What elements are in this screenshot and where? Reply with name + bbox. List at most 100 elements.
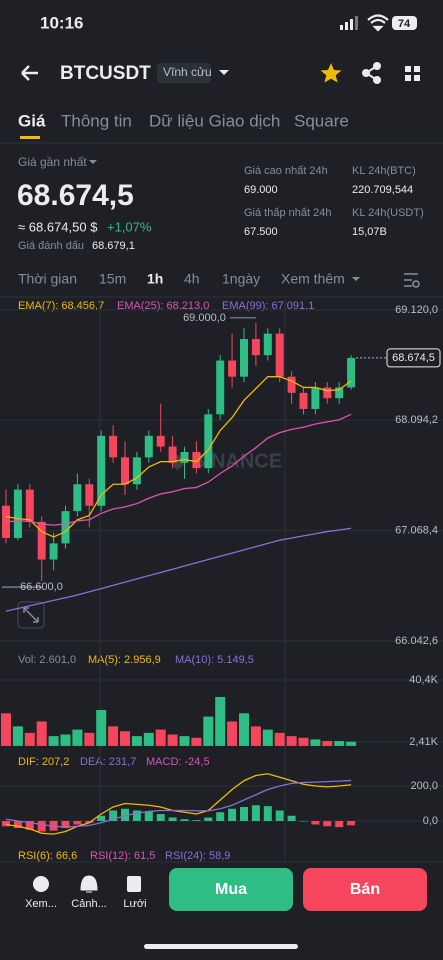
last-price-label: Giá gần nhất (18, 155, 87, 169)
bottom-item[interactable]: Xem... (25, 898, 57, 910)
volume-bar (84, 732, 95, 746)
macd-bar (192, 820, 201, 821)
interval[interactable]: 15m (99, 271, 126, 287)
macd-bar (287, 815, 296, 821)
stat-label: Giá thấp nhất 24h (244, 207, 331, 219)
volume-bar (60, 734, 71, 746)
rsi-legend: RSI(6): 66,6 (18, 850, 77, 862)
volume-bar (36, 721, 47, 746)
expand-icon (23, 607, 39, 623)
interval[interactable]: 1ngày (222, 271, 260, 287)
candle-body (180, 451, 189, 463)
layout-icon[interactable] (405, 66, 420, 81)
candle-body (347, 357, 356, 388)
candle-body (49, 543, 58, 560)
macd-legend: MACD: -24,5 (146, 756, 210, 768)
fiat-price: ≈ 68.674,50 $ (18, 219, 98, 234)
macd-bar (240, 807, 248, 821)
macd-bar (311, 821, 320, 825)
macd-bar (13, 821, 22, 828)
stat-value: 67.500 (244, 226, 278, 238)
volume-bar (274, 732, 285, 746)
tab[interactable]: Dữ liệu Giao dịch (149, 111, 280, 130)
volume-bar (72, 729, 83, 746)
mark-price: 68.679,1 (92, 240, 135, 252)
sell-button[interactable] (303, 868, 427, 911)
volume-bar (143, 732, 154, 746)
volume-bar (239, 713, 249, 746)
macd-bar (204, 817, 213, 821)
interval[interactable]: Thời gian (18, 271, 77, 287)
macd-bar (263, 806, 272, 821)
macd-bar (335, 821, 344, 828)
macd-bar (275, 810, 284, 821)
candle-body (132, 457, 141, 485)
volume-bar (346, 741, 357, 746)
buy-button[interactable] (169, 868, 293, 911)
macd-bar (73, 821, 82, 825)
macd-bar (144, 811, 153, 821)
ema-legend: EMA(99): 67.091,1 (222, 300, 314, 312)
plot: 69.120,0 68.094,2 67.068,4 66.042,6 69.000,0… (0, 300, 443, 862)
settings-icon[interactable] (404, 273, 420, 288)
candle-body (37, 521, 46, 560)
back-button[interactable] (21, 65, 38, 81)
dropdown-icon[interactable] (89, 160, 97, 164)
alert-icon[interactable] (80, 875, 98, 893)
candle-body (168, 446, 177, 463)
dropdown-icon[interactable] (219, 70, 229, 75)
candle-body (275, 333, 284, 377)
macd-bar (156, 814, 165, 821)
candle-body (121, 457, 129, 485)
interval[interactable]: 1h (147, 271, 163, 287)
macd-bar (323, 821, 332, 827)
symbol[interactable]: BTCUSDT (60, 63, 151, 84)
ema-legend: EMA(25): 68.213,0 (117, 300, 209, 312)
y-tick-label: 67.068,4 (395, 525, 438, 537)
candle-body (25, 489, 34, 522)
bottom-item[interactable]: Cảnh... (71, 898, 106, 910)
interval[interactable]: Xem thêm (281, 271, 345, 287)
annotation-label: 69.000,0 (183, 312, 226, 324)
last-price-tag-label: 68.674,5 (392, 352, 435, 364)
candle-body (335, 387, 344, 399)
candle-body (287, 376, 296, 393)
tab[interactable]: Giá (18, 111, 46, 130)
macd-bar (228, 808, 237, 821)
y-tick-label: 69.120,0 (395, 304, 438, 316)
volume-bar (286, 736, 297, 746)
candle-body (144, 435, 153, 458)
candle-body (13, 489, 22, 539)
ema-line (5, 413, 352, 526)
clock: 10:16 (40, 13, 83, 32)
volume-bar (334, 741, 345, 746)
tab[interactable]: Thông tin (61, 111, 132, 130)
tab[interactable]: Square (294, 111, 349, 130)
expand-button[interactable] (17, 601, 45, 629)
macd-bar (299, 821, 308, 822)
grid-icon[interactable] (127, 876, 141, 892)
macd-bar (2, 821, 10, 827)
interval[interactable]: 4h (184, 271, 200, 287)
macd-bar (97, 815, 106, 821)
battery-level: 74 (398, 18, 411, 30)
macd-bar (168, 817, 177, 821)
volume-bar (12, 726, 23, 746)
share-icon[interactable] (362, 62, 381, 84)
candle-body (311, 387, 320, 409)
sell-label: Bán (350, 881, 380, 898)
volume-bar (191, 737, 202, 746)
macd-bar (216, 812, 225, 821)
favorite-icon[interactable] (320, 63, 342, 83)
rsi-legend: RSI(24): 58,9 (165, 850, 230, 862)
bottom-item[interactable]: Lưới (123, 898, 146, 910)
volume-bar (108, 726, 119, 746)
candle-body (61, 511, 70, 544)
chat-icon[interactable] (33, 876, 49, 892)
y-tick-label: 40,4K (409, 674, 438, 686)
dropdown-icon[interactable] (352, 277, 360, 281)
volume-bar (1, 713, 11, 746)
candle-body (251, 339, 260, 356)
macd-bar (37, 821, 46, 832)
